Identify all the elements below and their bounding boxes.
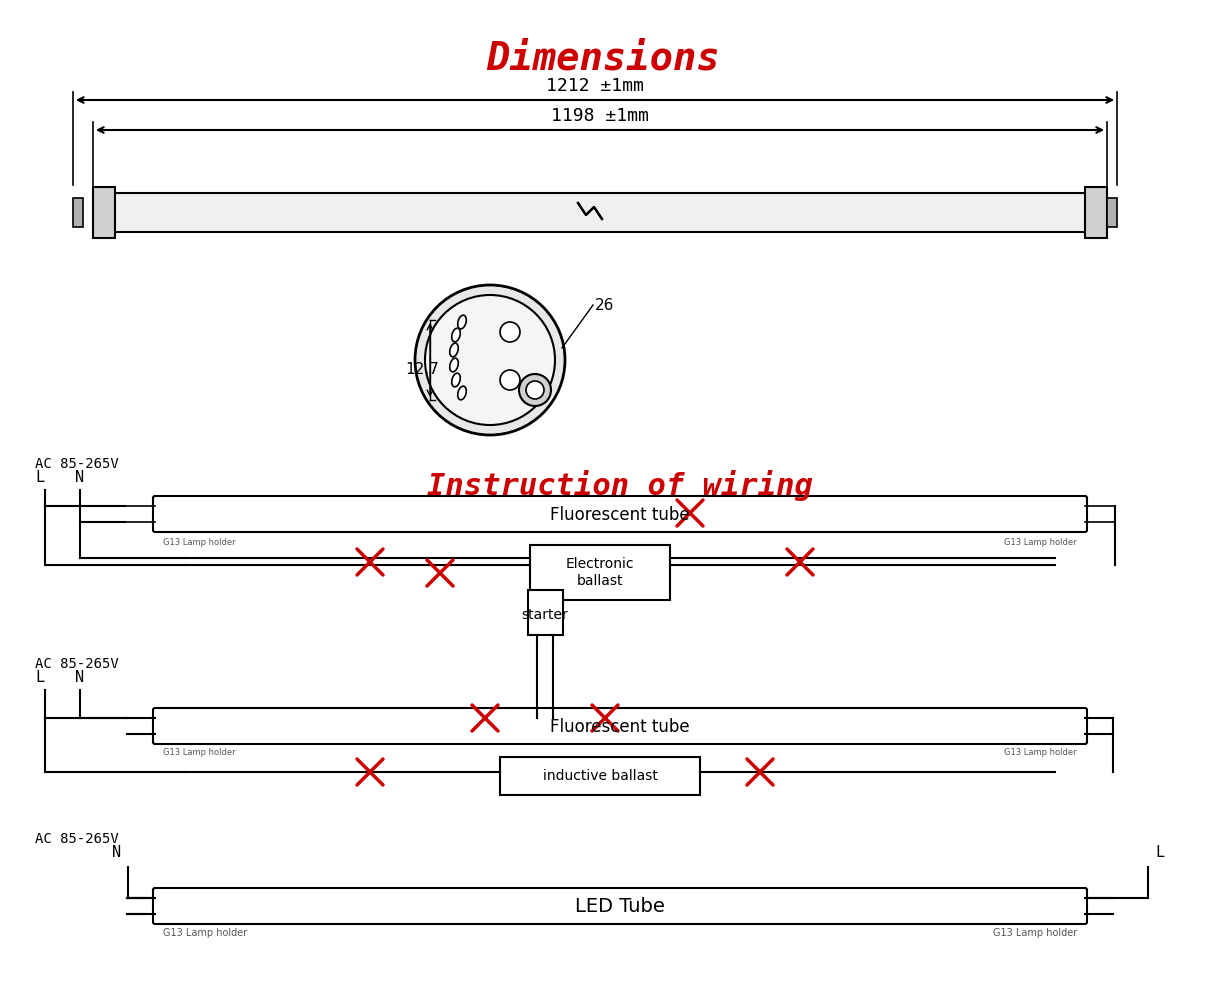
FancyBboxPatch shape (113, 193, 1088, 232)
Text: L: L (35, 470, 45, 485)
Text: G13 Lamp holder: G13 Lamp holder (1004, 748, 1077, 757)
Text: L: L (1155, 845, 1164, 860)
Text: N: N (75, 470, 84, 485)
Circle shape (500, 370, 520, 390)
Text: starter: starter (521, 608, 568, 622)
Ellipse shape (450, 358, 459, 371)
Circle shape (415, 285, 565, 435)
Text: AC 85-265V: AC 85-265V (35, 657, 118, 671)
Text: G13 Lamp holder: G13 Lamp holder (163, 928, 247, 938)
Bar (530, 545, 670, 600)
Text: 1198 ±1mm: 1198 ±1mm (552, 107, 649, 125)
Bar (93, 187, 115, 238)
Text: G13 Lamp holder: G13 Lamp holder (1004, 538, 1077, 547)
Circle shape (500, 322, 520, 342)
Text: G13 Lamp holder: G13 Lamp holder (163, 538, 235, 547)
Text: AC 85-265V: AC 85-265V (35, 457, 118, 471)
Text: Fluorescent tube: Fluorescent tube (550, 506, 690, 524)
Text: inductive ballast: inductive ballast (543, 769, 658, 783)
Ellipse shape (457, 386, 466, 399)
Text: G13 Lamp holder: G13 Lamp holder (163, 748, 235, 757)
Bar (527, 590, 562, 635)
FancyBboxPatch shape (153, 708, 1088, 744)
Ellipse shape (451, 328, 460, 341)
Text: AC 85-265V: AC 85-265V (35, 832, 118, 846)
Text: Instruction of wiring: Instruction of wiring (427, 470, 814, 500)
Text: L: L (35, 670, 45, 685)
Text: 12.7: 12.7 (406, 362, 439, 377)
Text: Fluorescent tube: Fluorescent tube (550, 718, 690, 736)
Text: 1212 ±1mm: 1212 ±1mm (546, 77, 645, 95)
Circle shape (519, 374, 552, 406)
Bar (1085, 187, 1107, 238)
Bar (72, 198, 83, 227)
Ellipse shape (450, 343, 459, 356)
Bar (500, 757, 700, 795)
Ellipse shape (451, 373, 460, 386)
Ellipse shape (457, 315, 466, 329)
Text: Dimensions: Dimensions (486, 40, 719, 78)
Text: N: N (112, 845, 121, 860)
Text: N: N (75, 670, 84, 685)
FancyBboxPatch shape (153, 888, 1088, 924)
Circle shape (425, 295, 555, 425)
Text: LED Tube: LED Tube (575, 898, 665, 917)
Text: Electronic
ballast: Electronic ballast (566, 558, 634, 588)
Text: G13 Lamp holder: G13 Lamp holder (992, 928, 1077, 938)
Text: 26: 26 (595, 297, 614, 312)
Circle shape (526, 381, 544, 399)
Bar (1107, 198, 1116, 227)
FancyBboxPatch shape (153, 496, 1088, 532)
